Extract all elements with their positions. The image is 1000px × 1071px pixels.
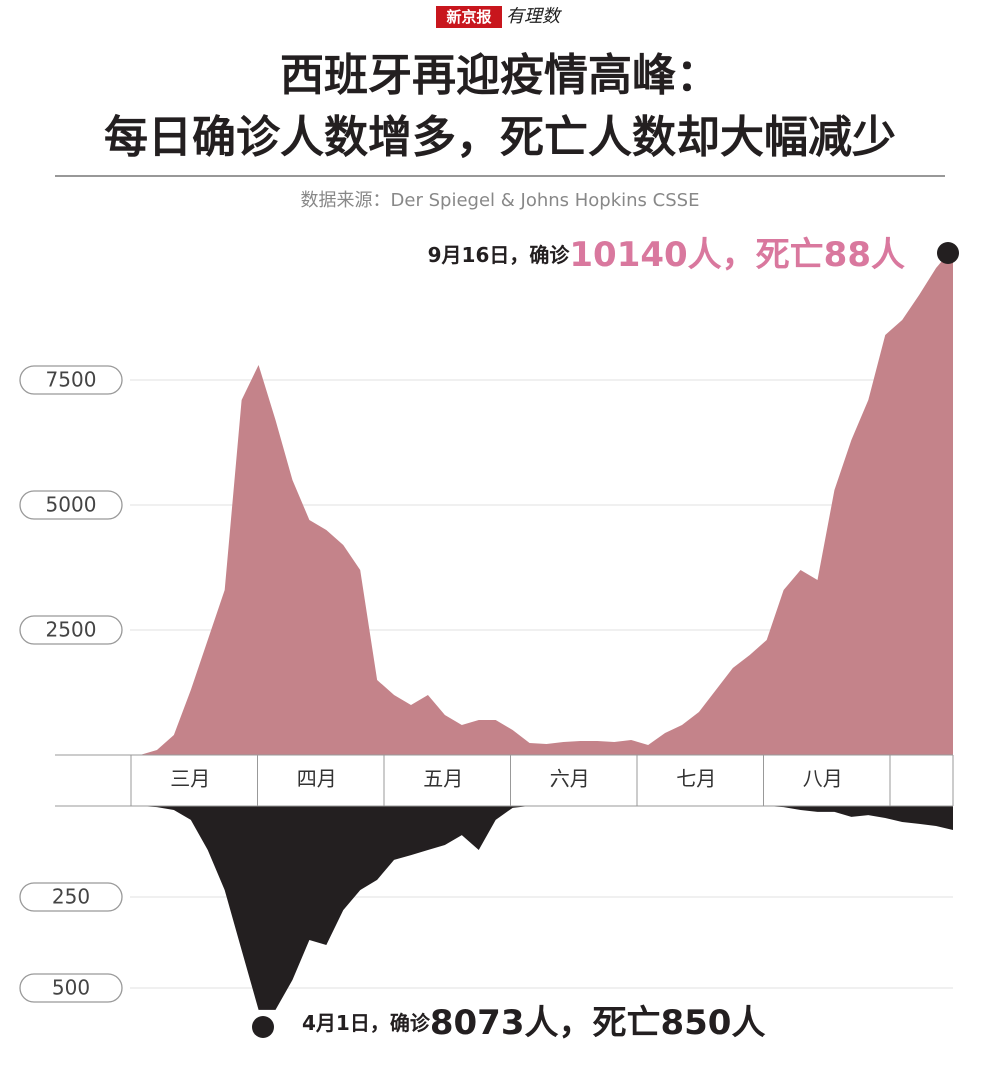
tick-pill: [19, 882, 123, 912]
y-tick-label: 7500: [46, 368, 97, 392]
area: [140, 248, 953, 755]
x-tick-label: 七月: [676, 767, 716, 791]
annotation: 4月1日，确诊8073人，死亡850人: [302, 1003, 765, 1043]
tick-pill: [19, 490, 123, 520]
y-tick-label: 2500: [46, 618, 97, 642]
annotation-value: 10140人，死亡88人: [569, 235, 905, 275]
source: 数据来源：Der Spiegel & Johns Hopkins CSSE: [301, 190, 700, 211]
x-tick-label: 三月: [170, 767, 210, 791]
annotation-date: 9月16日，确诊: [428, 243, 571, 267]
title: 西班牙再迎疫情高峰：: [280, 50, 720, 101]
annotation-value: 8073人，死亡850人: [430, 1003, 766, 1043]
logo-box: [436, 6, 502, 28]
x-tick-label: 六月: [550, 767, 590, 791]
y-tick-label: 250: [52, 885, 90, 909]
y-tick-label: 500: [52, 976, 90, 1000]
y-tick-label: 5000: [46, 493, 97, 517]
annotation-date: 4月1日，确诊: [302, 1011, 431, 1035]
title: 每日确诊人数增多，死亡人数却大幅减少: [104, 112, 896, 163]
tick-pill: [19, 365, 123, 395]
end-dot: [937, 242, 959, 264]
tick-pill: [19, 973, 123, 1003]
tick-pill: [19, 615, 123, 645]
x-tick-label: 四月: [297, 767, 337, 791]
annotation: 9月16日，确诊10140人，死亡88人: [428, 235, 905, 275]
logo2: 有理数: [506, 6, 562, 27]
peak-dot: [252, 1016, 274, 1038]
area: [140, 806, 953, 1010]
x-tick-label: 五月: [423, 767, 463, 791]
logo: 新京报: [446, 8, 491, 26]
x-tick-label: 八月: [803, 767, 843, 791]
